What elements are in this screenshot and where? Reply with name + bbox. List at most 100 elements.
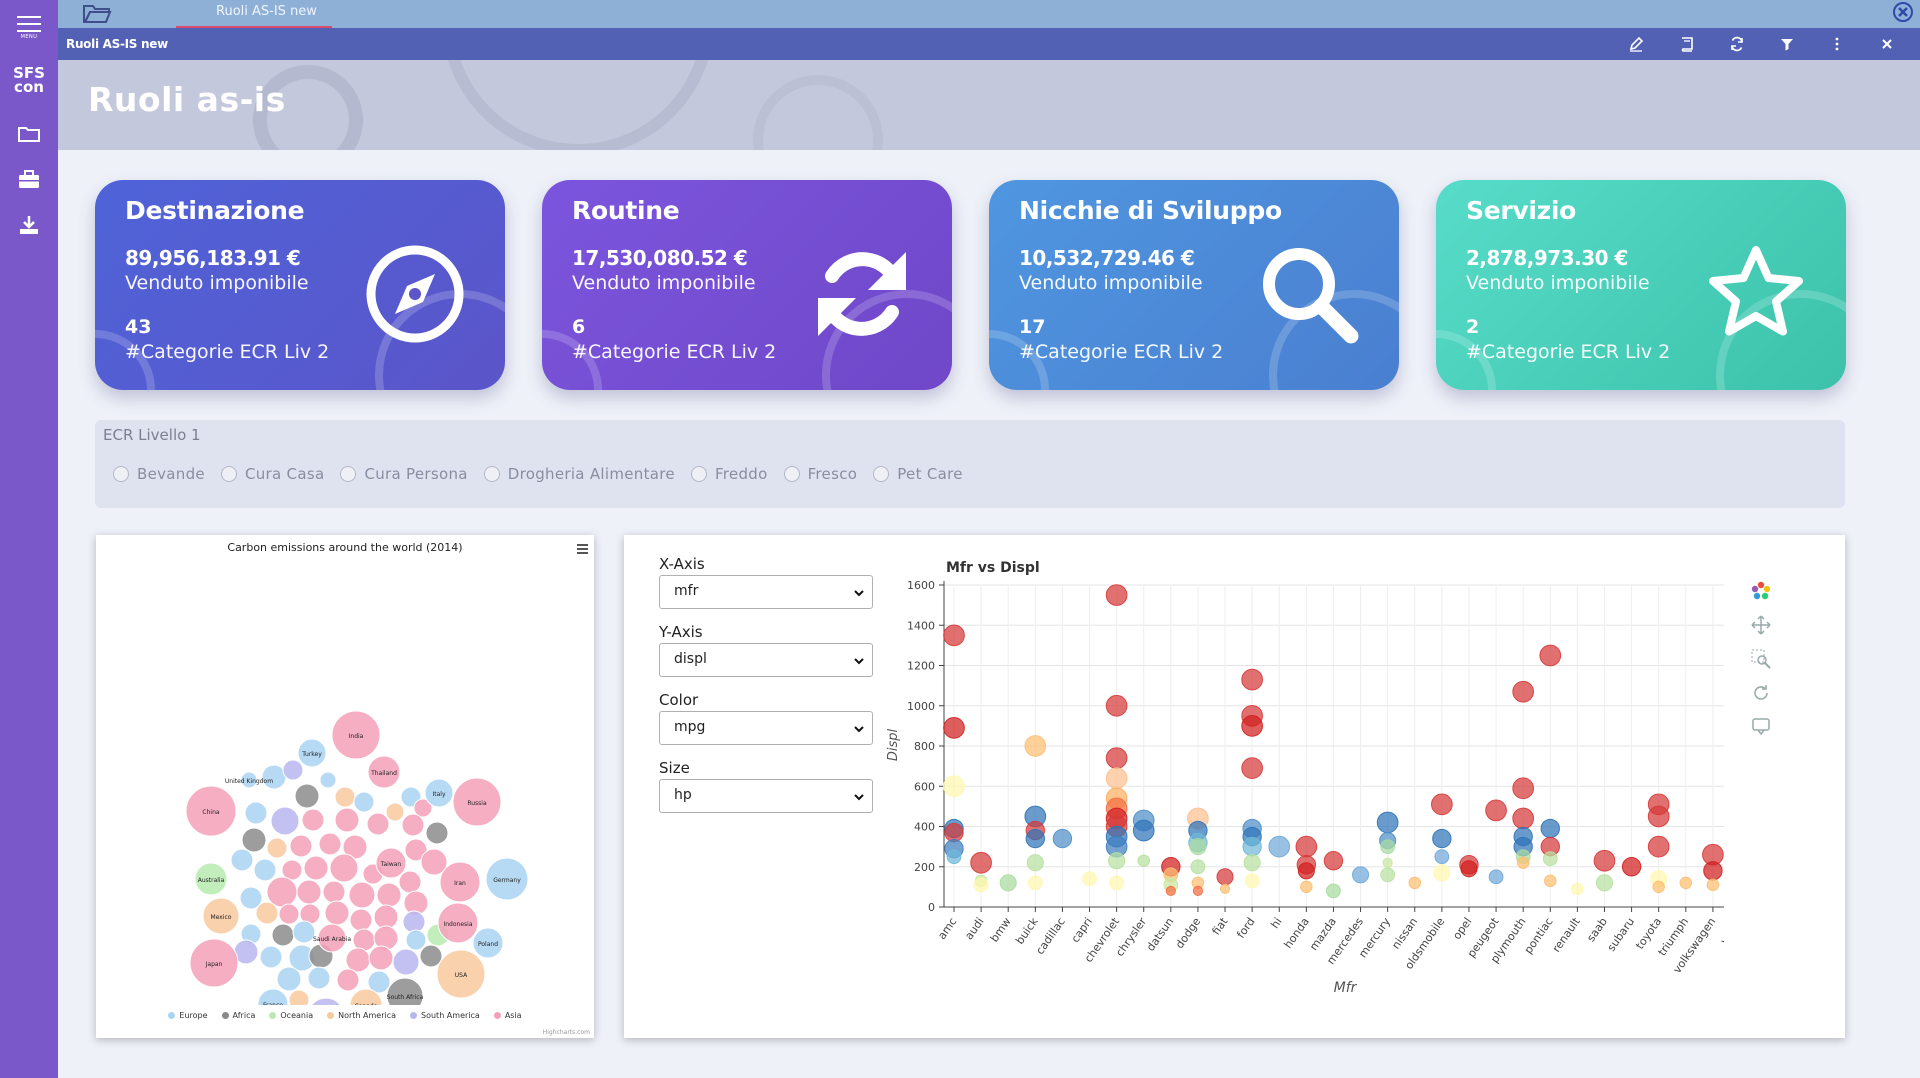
bubble-france[interactable]: [257, 988, 289, 1005]
edit-icon[interactable]: [1628, 35, 1646, 53]
scatter-point-chevrolet[interactable]: [1109, 875, 1125, 891]
bubble[interactable]: [401, 813, 425, 837]
bubble-united-kingdom[interactable]: [240, 771, 258, 789]
bubble[interactable]: [241, 827, 267, 853]
bubble[interactable]: [425, 821, 449, 845]
bubble[interactable]: [348, 881, 376, 909]
bubble-thailand[interactable]: [367, 755, 401, 789]
scatter-point-audi[interactable]: [970, 851, 992, 874]
bubble[interactable]: [334, 786, 356, 808]
pan-icon[interactable]: [1750, 614, 1772, 636]
filter-option-fresco[interactable]: Fresco: [783, 465, 858, 483]
sync-icon[interactable]: [1728, 35, 1746, 53]
filter-option-bevande[interactable]: Bevande: [113, 465, 205, 483]
bubble[interactable]: [255, 901, 279, 925]
bubble-usa[interactable]: [436, 949, 486, 999]
bubble[interactable]: [261, 764, 287, 790]
bubble[interactable]: [239, 886, 263, 910]
bubble[interactable]: [292, 920, 316, 944]
scatter-point-fiat[interactable]: [1219, 883, 1231, 894]
scatter-point-fiat[interactable]: [1216, 868, 1234, 886]
folder-open-icon[interactable]: [82, 2, 112, 24]
box-zoom-icon[interactable]: [1750, 648, 1772, 670]
radio-button[interactable]: [873, 466, 890, 482]
filter-option-pet-care[interactable]: Pet Care: [873, 465, 963, 483]
bubble-poland[interactable]: [472, 927, 504, 959]
bubble[interactable]: [405, 929, 427, 951]
bubble[interactable]: [303, 855, 329, 881]
bubble-indonesia[interactable]: [437, 902, 479, 944]
bubble[interactable]: [318, 832, 342, 856]
kpi-card-2[interactable]: Nicchie di Sviluppo 10,532,729.46 € Vend…: [989, 180, 1399, 390]
bubble-italy[interactable]: [424, 778, 454, 808]
bubble-india[interactable]: [331, 710, 381, 760]
reset-icon[interactable]: [1750, 682, 1772, 704]
scatter-point-toyota[interactable]: [1647, 805, 1670, 828]
control-select[interactable]: displ: [659, 643, 873, 677]
legend-item[interactable]: North America: [327, 1011, 396, 1020]
scatter-point-oldsmobile[interactable]: [1432, 828, 1452, 849]
bubble[interactable]: [404, 838, 428, 862]
scatter-point-subaru[interactable]: [1621, 857, 1642, 877]
scatter-point-pontiac[interactable]: [1540, 818, 1560, 839]
menu-button[interactable]: MENU: [0, 10, 58, 50]
global-close-icon[interactable]: [1892, 1, 1914, 23]
book-icon[interactable]: [1678, 35, 1696, 53]
scatter-point-triumph[interactable]: [1679, 876, 1693, 890]
scatter-point-mazda[interactable]: [1323, 851, 1344, 871]
bubble-mexico[interactable]: [202, 897, 240, 935]
radio-button[interactable]: [340, 466, 357, 482]
scatter-point-mercury[interactable]: [1380, 839, 1396, 855]
scatter-point-dodge[interactable]: [1189, 838, 1207, 856]
filter-option-drogheria-alimentare[interactable]: Drogheria Alimentare: [483, 465, 675, 483]
bubble[interactable]: [278, 903, 300, 925]
bubble-saudi-arabia[interactable]: [317, 923, 347, 953]
bubble[interactable]: [366, 812, 390, 836]
control-select[interactable]: hp: [659, 779, 873, 813]
download-icon[interactable]: [17, 213, 41, 237]
bubble[interactable]: [367, 970, 391, 994]
bubble[interactable]: [419, 944, 443, 968]
control-select[interactable]: mpg: [659, 711, 873, 745]
radio-button[interactable]: [783, 466, 800, 482]
scatter-point-plymouth[interactable]: [1512, 777, 1535, 800]
scatter-point-plymouth[interactable]: [1512, 807, 1535, 830]
scatter-point-datsun[interactable]: [1165, 885, 1176, 896]
bubble[interactable]: [376, 882, 402, 908]
scatter-point-dodge[interactable]: [1190, 859, 1206, 875]
radio-button[interactable]: [113, 466, 129, 482]
bubble[interactable]: [230, 848, 254, 872]
bubble[interactable]: [307, 966, 331, 990]
scatter-point-audi[interactable]: [973, 877, 989, 893]
bubble[interactable]: [345, 947, 371, 973]
bubble-germany[interactable]: [485, 857, 529, 901]
scatter-point-amc[interactable]: [943, 717, 965, 739]
bubble[interactable]: [413, 798, 433, 818]
tab-ruoli-as-is-new[interactable]: Ruoli AS-IS new: [176, 0, 332, 28]
bubble[interactable]: [392, 948, 420, 976]
scatter-point-chevrolet[interactable]: [1105, 747, 1128, 769]
scatter-point-buick[interactable]: [1026, 854, 1044, 872]
scatter-point-renault[interactable]: [1571, 882, 1584, 896]
control-select[interactable]: mfr: [659, 575, 873, 609]
bubble[interactable]: [270, 806, 300, 836]
close-icon[interactable]: [1878, 35, 1896, 53]
bubble[interactable]: [420, 848, 448, 876]
scatter-point-chrysler[interactable]: [1137, 854, 1150, 867]
bubble[interactable]: [398, 870, 422, 894]
bubble-turkey[interactable]: [297, 738, 327, 768]
filter-option-cura-persona[interactable]: Cura Persona: [340, 465, 467, 483]
scatter-point-amc[interactable]: [946, 849, 962, 865]
scatter-point-pontiac[interactable]: [1539, 644, 1562, 667]
scatter-point-amc[interactable]: [943, 624, 965, 647]
bubble[interactable]: [385, 802, 405, 822]
bubble[interactable]: [353, 791, 375, 813]
scatter-point-honda[interactable]: [1300, 880, 1313, 894]
hover-tooltip-icon[interactable]: [1750, 716, 1772, 738]
scatter-point-honda[interactable]: [1295, 835, 1318, 858]
scatter-point-mercury[interactable]: [1380, 867, 1396, 883]
bubble-iran[interactable]: [439, 861, 481, 903]
bubble[interactable]: [324, 900, 350, 926]
scatter-point-hi[interactable]: [1268, 835, 1291, 858]
legend-item[interactable]: South America: [410, 1011, 480, 1020]
